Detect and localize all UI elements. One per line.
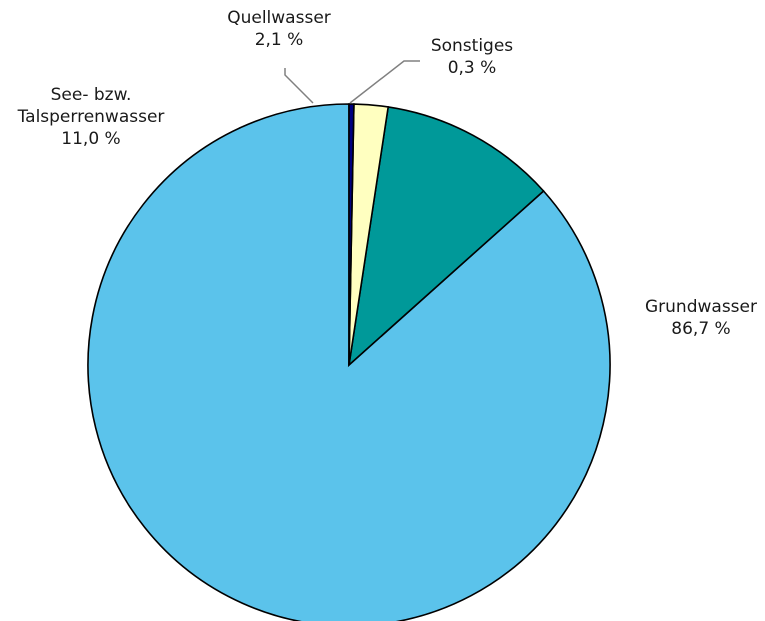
slice-name-label: Talsperrenwasser — [17, 107, 165, 127]
slice-value-label: 86,7 % — [671, 319, 730, 339]
slice-label: See- bzw. Talsperrenwasser 11,0 % — [17, 85, 165, 149]
pie-slice-sonstiges — [348, 103, 355, 366]
slice-name-label: See- bzw. — [51, 85, 132, 105]
pie-slice-see-bzw-talsperrenwasser — [347, 106, 545, 368]
leader-line — [349, 60, 420, 104]
leader-line — [284, 68, 314, 104]
pie-slice-grundwasser — [87, 103, 611, 621]
slice-label: Grundwasser 86,7 % — [645, 297, 757, 339]
slice-value-label: 0,3 % — [448, 58, 497, 78]
slice-value-label: 2,1 % — [255, 30, 304, 50]
pie-slices — [87, 103, 611, 621]
slice-labels: Grundwasser 86,7 % See- bzw. Talsperrenwass… — [17, 8, 757, 339]
slice-name-label: Grundwasser — [645, 297, 757, 317]
slice-value-label: 11,0 % — [61, 129, 120, 149]
slice-name-label: Quellwasser — [227, 8, 331, 28]
slice-label: Sonstiges 0,3 % — [431, 36, 513, 78]
label-leader-lines — [284, 60, 420, 104]
slice-name-label: Sonstiges — [431, 36, 513, 56]
slice-label: Quellwasser 2,1 % — [227, 8, 331, 50]
